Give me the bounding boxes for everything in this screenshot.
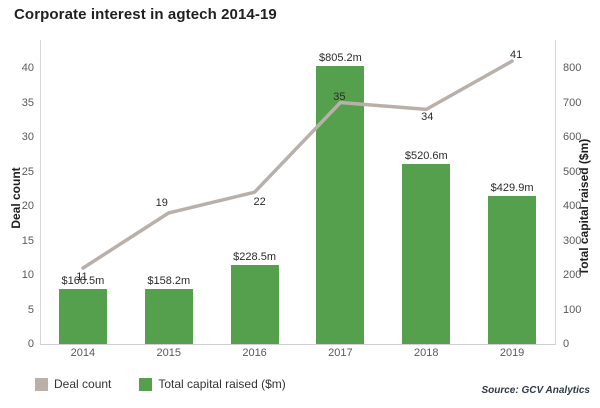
- x-axis-tick: 2017: [328, 347, 353, 359]
- bar-value-label: $160.5m: [61, 274, 105, 287]
- left-axis-tick: 5: [27, 303, 34, 316]
- right-axis-tick: 0: [563, 338, 570, 350]
- x-axis-tick: 2019: [499, 347, 525, 359]
- x-axis-tick: 2014: [70, 347, 96, 359]
- deal-count-label: 34: [421, 111, 434, 124]
- legend-item: Deal count: [35, 377, 111, 391]
- bar-value-label: $228.5m: [233, 251, 276, 264]
- left-axis-tick: 15: [21, 234, 34, 247]
- bar-2014: [58, 288, 107, 344]
- right-axis-tick: 800: [563, 62, 582, 74]
- x-axis-tick: 2018: [414, 347, 439, 359]
- bar-value-label: $158.2m: [147, 275, 191, 288]
- deal-count-label: 35: [333, 90, 346, 103]
- legend-item: Total capital raised ($m): [139, 377, 286, 391]
- x-axis-line: [40, 344, 556, 345]
- bar-2017: [316, 66, 365, 344]
- left-axis-tick: 35: [21, 96, 34, 109]
- right-axis-tick: 700: [563, 96, 582, 109]
- left-axis-line: [40, 40, 41, 344]
- x-axis-tick: 2016: [242, 347, 267, 359]
- deal-count-label: 11: [76, 271, 88, 284]
- bar-value-label: $429.9m: [490, 181, 534, 194]
- legend-swatch: [35, 377, 48, 391]
- bar-2015: [144, 289, 193, 344]
- right-axis-tick: 200: [563, 269, 582, 281]
- legend: Deal count Total capital raised ($m): [35, 377, 286, 391]
- deal-count-label: 22: [253, 196, 266, 209]
- bar-2018: [402, 164, 451, 344]
- chart-title: Corporate interest in agtech 2014-19: [14, 6, 277, 23]
- right-axis-tick: 400: [563, 200, 582, 212]
- bar-value-label: $805.2m: [319, 52, 362, 65]
- left-axis-tick: 10: [21, 269, 34, 281]
- bar-value-label: $520.6m: [404, 150, 448, 163]
- right-axis-tick: 300: [563, 234, 582, 247]
- right-axis-tick: 100: [563, 303, 582, 316]
- right-axis-line: [555, 40, 556, 344]
- left-axis-tick: 25: [21, 165, 34, 178]
- x-axis-tick: 2015: [156, 347, 181, 359]
- left-axis-tick: 0: [27, 338, 34, 350]
- right-axis-tick: 600: [563, 131, 582, 143]
- legend-label: Total capital raised ($m): [158, 377, 286, 391]
- bar-2019: [488, 195, 537, 344]
- source-credit: Source: GCV Analytics: [481, 385, 590, 396]
- left-axis-tick: 20: [21, 200, 34, 212]
- left-axis-tick: 40: [21, 62, 34, 74]
- right-axis-tick: 500: [563, 165, 582, 178]
- deal-count-label: 19: [155, 196, 168, 209]
- deal-count-label: 41: [509, 49, 523, 62]
- bar-2016: [230, 265, 279, 344]
- legend-swatch: [139, 377, 153, 391]
- left-axis-tick: 30: [21, 131, 34, 143]
- legend-label: Deal count: [54, 377, 112, 391]
